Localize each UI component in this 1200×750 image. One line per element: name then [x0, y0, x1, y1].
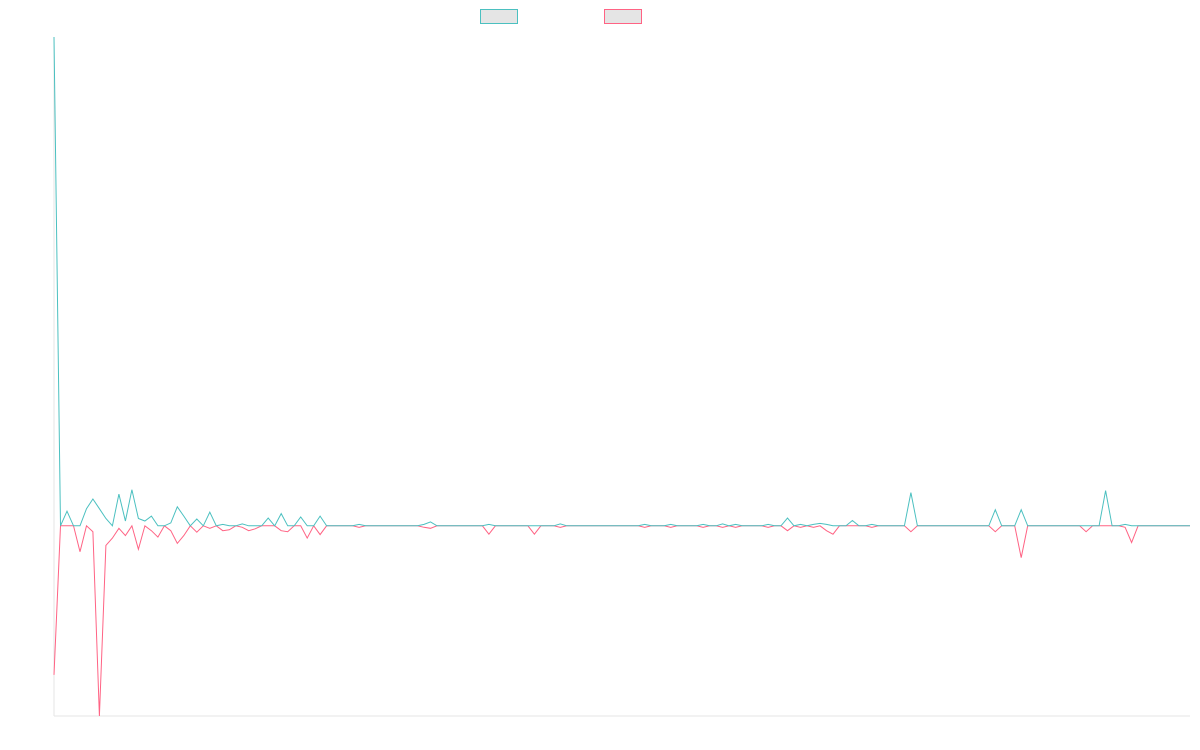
legend-swatch-series-2 [604, 9, 642, 24]
legend [0, 9, 1200, 27]
legend-item-series-1[interactable] [480, 9, 524, 24]
legend-swatch-series-1 [480, 9, 518, 24]
legend-item-series-2[interactable] [604, 9, 648, 24]
series-line-1 [53, 36, 1190, 527]
series-line-2 [53, 524, 1190, 717]
